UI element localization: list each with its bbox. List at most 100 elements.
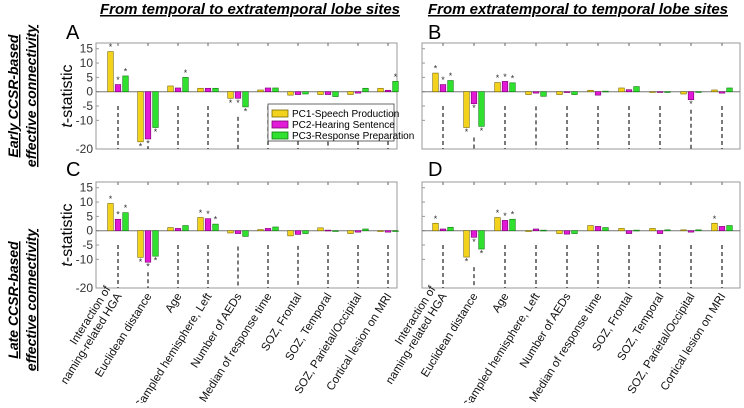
bar-pc2 [656,230,664,234]
bar-pc2 [594,91,602,96]
significance-star: * [124,203,128,213]
bar-pc1 [680,229,687,232]
plot-frame [421,42,741,150]
y-tick-label: 10 [80,195,94,209]
bar-pc3 [332,91,339,97]
bar-pc2 [264,228,272,232]
bar-pc1 [463,91,470,128]
column-title-left: From temporal to extratemporal lobe site… [100,1,400,18]
bar-pc2 [234,230,242,234]
y-tick-label: 5 [86,209,93,223]
bar-pc1 [587,225,594,232]
bar-pc2 [656,91,664,93]
significance-star: * [713,214,717,224]
bar-pc3 [664,91,671,93]
legend-label: PC2-Hearing Sentence [292,120,395,131]
legend-swatch [271,131,289,140]
bar-pc2 [384,230,392,233]
bar-pc3 [242,91,249,108]
bar-pc2 [294,230,302,235]
y-tick-label: 10 [80,56,94,70]
bar-pc3 [182,225,189,232]
significance-star: * [206,209,210,219]
bar-pc1 [197,87,204,93]
bar-pc2 [470,91,478,105]
bar-pc1 [556,91,563,95]
bar-pc1 [347,230,354,234]
y-tick-label: -20 [76,142,94,156]
bar-pc2 [324,91,332,95]
significance-star: * [472,237,476,247]
bar-pc3 [447,226,454,232]
bar-pc1 [257,229,264,232]
bar-pc1 [317,227,324,232]
row-title-bottom-line1: Late CCSR-based [5,241,21,359]
bar-pc2 [324,229,332,232]
bar-pc3 [540,91,547,97]
bar-pc1 [587,89,594,93]
bar-pc1 [287,230,294,237]
bar-pc3 [272,87,279,93]
bar-pc3 [695,91,702,93]
bar-pc2 [563,230,571,235]
y-tick-label: 0 [86,224,93,238]
significance-star: * [154,256,158,266]
x-tick-label: Age [164,291,185,315]
bar-pc3 [571,91,578,95]
bar-pc3 [302,91,309,95]
bar-pc1 [107,51,114,93]
x-tick-label: Age [491,291,512,315]
bar-pc3 [362,228,369,232]
significance-star: * [496,73,500,83]
bar-pc2 [204,218,212,232]
bar-pc1 [463,230,470,258]
y-tick-label: -5 [82,99,93,113]
bar-pc3 [602,227,609,232]
bar-pc2 [718,226,726,232]
panel-label: C [66,159,80,181]
y-tick-label: 15 [80,42,94,56]
significance-star: * [109,42,113,52]
bar-pc3 [509,82,516,93]
bar-pc1 [525,230,532,232]
bar-pc2 [470,230,478,238]
bar-pc1 [494,82,501,93]
significance-star: * [199,208,203,218]
bar-pc3 [302,230,309,234]
significance-star: * [480,126,484,136]
bar-pc1 [167,227,174,232]
panel-label: A [66,22,80,44]
bar-pc2 [144,91,152,140]
significance-star: * [496,208,500,218]
bar-pc2 [594,226,602,232]
panel-C: C151050-5-10-20t-statistic***Interaction… [59,159,399,408]
significance-star: * [116,210,120,220]
bar-pc2 [687,230,695,233]
bar-pc2 [294,91,302,95]
panel-label: D [428,159,442,181]
bar-pc3 [152,91,159,128]
bar-pc2 [532,228,540,232]
y-tick-label: -20 [76,281,94,295]
legend-label: PC3-Response Preparation [292,131,414,142]
bar-pc3 [695,229,702,232]
bar-pc2 [234,91,242,99]
y-tick-label: -10 [76,252,94,266]
y-tick-label: 0 [86,85,93,99]
bar-pc3 [633,229,640,232]
bar-pc1 [287,91,294,96]
bar-pc1 [257,89,264,93]
row-title-top-line1: Early CCSR-based [5,34,21,157]
bar-pc3 [332,230,339,232]
significance-star: * [146,138,150,148]
bar-pc3 [478,230,485,250]
legend-swatch [271,120,289,129]
bar-pc1 [494,217,501,232]
bar-pc3 [392,81,399,93]
bar-pc3 [478,91,485,127]
significance-star: * [109,194,113,204]
bar-pc1 [649,91,656,93]
bar-pc2 [114,84,122,93]
legend-label: PC1-Speech Production [292,109,399,120]
